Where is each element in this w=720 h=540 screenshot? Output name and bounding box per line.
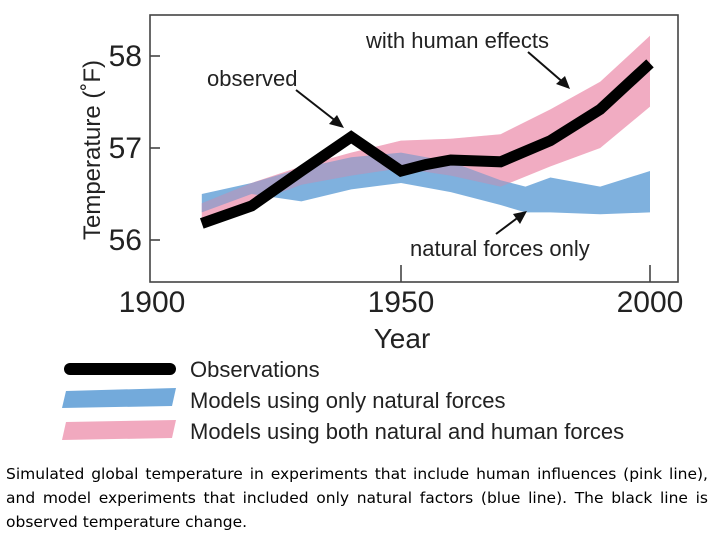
legend-swatch-both (62, 420, 176, 440)
x-axis-label: Year (374, 323, 431, 354)
legend-label-natural: Models using only natural forces (190, 388, 506, 413)
y-tick-label: 56 (109, 224, 142, 257)
observations-line (199, 59, 654, 229)
figure-caption: Simulated global temperature in experime… (6, 465, 708, 531)
arrow-human-effects (527, 51, 566, 85)
temperature-chart: 56 57 58 1900 1950 2000 Temperature (˚F) Yea… (62, 14, 684, 444)
annotation-human-effects: with human effects (365, 28, 549, 53)
annotation-observed: observed (207, 66, 298, 91)
y-axis-label: Temperature (˚F) (79, 60, 106, 240)
annotation-natural-only: natural forces only (410, 236, 590, 261)
legend-label-observations: Observations (190, 357, 320, 382)
x-tick-label: 2000 (617, 286, 684, 319)
arrow-head-observed (329, 115, 344, 128)
legend-swatch-natural (62, 388, 176, 408)
y-tick-label: 58 (109, 40, 142, 73)
x-tick-label: 1900 (119, 286, 186, 319)
y-tick-label: 57 (109, 132, 142, 165)
x-tick-label: 1950 (368, 286, 435, 319)
arrow-natural-only (495, 215, 521, 235)
legend-label-both: Models using both natural and human forc… (190, 419, 624, 444)
arrow-head-human-effects (556, 76, 570, 89)
arrow-observed (295, 89, 338, 123)
arrow-head-natural-only (513, 211, 527, 224)
band-natural-and-human-overlay (201, 35, 651, 220)
